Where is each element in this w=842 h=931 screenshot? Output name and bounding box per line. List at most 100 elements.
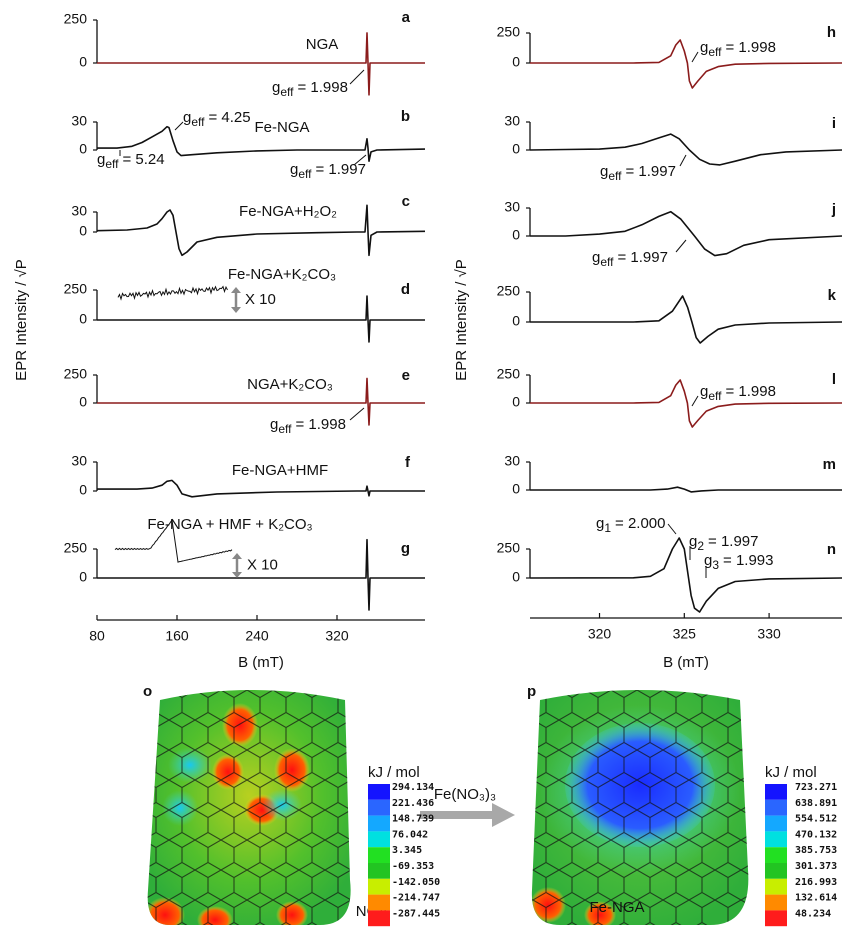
color-step <box>368 863 390 879</box>
g-value-annotation: g2= 1.997 <box>689 533 759 553</box>
y-tick-label: 0 <box>79 311 87 327</box>
spectrum-line <box>530 487 842 492</box>
color-step <box>765 784 787 800</box>
g-value-annotation: geff= 5.24 <box>97 151 165 171</box>
x-tick-label: 240 <box>245 628 269 644</box>
g-symbol: g <box>270 416 278 433</box>
color-step <box>765 910 787 926</box>
g-symbol: g <box>97 151 105 168</box>
color-step <box>765 863 787 879</box>
inset-trace <box>118 287 228 299</box>
scale-label: -287.445 <box>392 908 440 919</box>
y-tick-label: 0 <box>512 227 520 243</box>
g-subscript: eff <box>608 169 622 183</box>
y-tick-label: 0 <box>512 569 520 585</box>
y-tick-label: 0 <box>79 223 87 239</box>
scale-label: 48.234 <box>795 908 831 919</box>
color-step <box>765 895 787 911</box>
color-step <box>368 800 390 816</box>
spectrum-line <box>530 538 842 612</box>
g-value: = 1.997 <box>625 163 675 180</box>
color-step <box>368 847 390 863</box>
panel-letter: e <box>402 367 410 384</box>
g-symbol: g <box>600 163 608 180</box>
g-value-annotation: geff= 1.998 <box>700 383 776 403</box>
color-step <box>368 895 390 911</box>
spectrum-title: Fe-NGA+H₂O₂ <box>239 203 337 220</box>
spectrum-title: NGA <box>306 36 339 53</box>
g-value: = 1.997 <box>617 249 667 266</box>
g-subscript: eff <box>298 167 312 181</box>
color-step <box>765 816 787 832</box>
scale-label: -214.747 <box>392 893 440 904</box>
g-subscript: eff <box>191 115 205 129</box>
y-tick-label: 250 <box>497 366 521 382</box>
scale-label: 76.042 <box>392 829 428 840</box>
color-step <box>765 847 787 863</box>
panel-letter: h <box>827 24 836 41</box>
spectrum-title: Fe-NGA <box>254 119 309 136</box>
scale-label: 3.345 <box>392 845 422 856</box>
g-value-annotation: geff= 1.998 <box>272 79 348 99</box>
y-tick-label: 0 <box>79 394 87 410</box>
g-value: = 1.998 <box>295 416 345 433</box>
g-subscript: eff <box>280 85 294 99</box>
annotation-leader <box>680 155 686 166</box>
g-symbol: g <box>290 161 298 178</box>
g-value: = 1.998 <box>725 383 775 400</box>
color-step <box>368 831 390 847</box>
surface-fe-nga <box>525 680 755 930</box>
y-tick-label: 0 <box>79 141 87 157</box>
g-subscript: eff <box>708 45 722 59</box>
spectrum-title: Fe-NGA+K₂CO₃ <box>228 266 336 283</box>
g-symbol: g <box>700 39 708 56</box>
spectrum-line <box>97 480 425 496</box>
panel-d: 0250dFe-NGA+K₂CO₃EPR Intensity / √PX 10 <box>13 259 425 381</box>
g-value-annotation: g1= 2.000 <box>596 515 666 535</box>
g-subscript: 1 <box>604 521 611 535</box>
x-tick-label: 320 <box>588 626 612 642</box>
scale-label: 638.891 <box>795 798 837 809</box>
y-tick-label: 0 <box>512 54 520 70</box>
panel-letter: c <box>402 193 410 210</box>
panel-letter: j <box>831 201 836 218</box>
g-value-annotation: geff= 1.997 <box>600 163 676 183</box>
g-symbol: g <box>183 109 191 126</box>
y-tick-label: 0 <box>79 569 87 585</box>
color-step <box>765 879 787 895</box>
x-tick-label: 325 <box>673 626 697 642</box>
y-tick-label: 0 <box>512 481 520 497</box>
g-subscript: eff <box>708 389 722 403</box>
panel-k: 0250kEPR Intensity / √P <box>453 259 842 381</box>
surface-nga <box>140 680 360 931</box>
unit-label: kJ / mol <box>368 764 420 781</box>
y-tick-label: 0 <box>79 482 87 498</box>
g-symbol: g <box>272 79 280 96</box>
spectrum-line <box>97 540 425 610</box>
x-tick-label: 330 <box>757 626 781 642</box>
x-tick-label: 160 <box>165 628 189 644</box>
scale-label: 385.753 <box>795 845 837 856</box>
color-step <box>368 879 390 895</box>
y-tick-label: 0 <box>512 394 520 410</box>
annotation-leader <box>676 240 686 252</box>
color-step <box>765 800 787 816</box>
y-axis-label: EPR Intensity / √P <box>13 259 30 381</box>
g-value-annotation: geff= 4.25 <box>183 109 251 129</box>
scale-label: -142.050 <box>392 877 440 888</box>
g-subscript: eff <box>600 255 614 269</box>
y-tick-label: 0 <box>512 313 520 329</box>
y-tick-label: 30 <box>504 199 520 215</box>
annotation-leader <box>692 396 698 406</box>
spectrum-title: NGA+K₂CO₃ <box>247 376 333 393</box>
panel-letter: f <box>405 454 411 471</box>
spectrum-line <box>530 296 842 343</box>
panel-letter: b <box>401 108 410 125</box>
